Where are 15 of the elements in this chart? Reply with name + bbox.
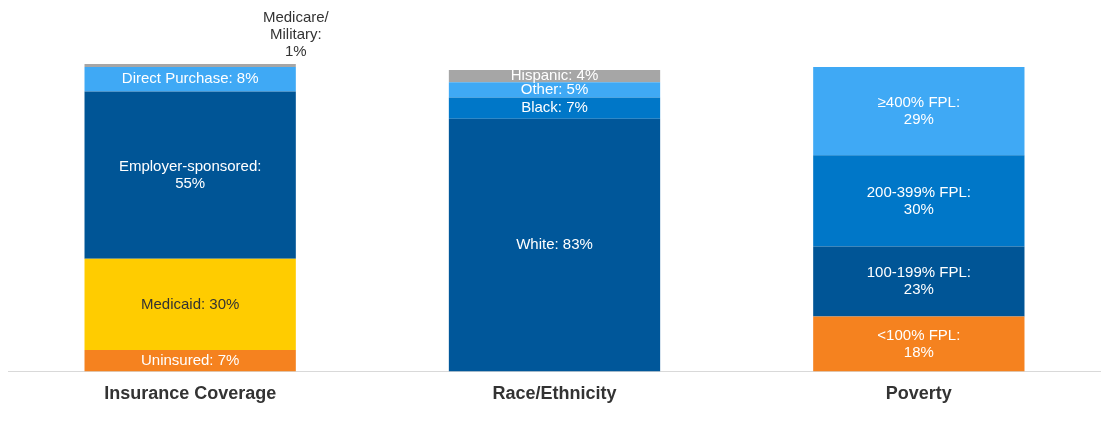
x-tick-label: Insurance Coverage: [104, 383, 277, 404]
data-label: Hispanic: 4%: [510, 66, 599, 84]
x-tick-label: Race/Ethnicity: [492, 383, 617, 404]
data-label: Medicare/ Military: 1%: [262, 7, 330, 59]
data-label: White: 83%: [516, 235, 593, 253]
data-label: 100-199% FPL: 23%: [866, 263, 971, 298]
data-label: Medicaid: 30%: [140, 294, 240, 312]
data-label: ≥400% FPL: 29%: [877, 92, 961, 127]
data-label: <100% FPL: 18%: [877, 325, 961, 360]
data-label: 200-399% FPL: 30%: [866, 182, 971, 217]
data-label: Uninsured: 7%: [140, 350, 240, 368]
data-label: Black: 7%: [521, 98, 588, 116]
data-label: Employer-sponsored: 55%: [118, 156, 262, 191]
x-tick-label: Poverty: [885, 383, 952, 404]
data-label: Direct Purchase: 8%: [121, 69, 259, 87]
